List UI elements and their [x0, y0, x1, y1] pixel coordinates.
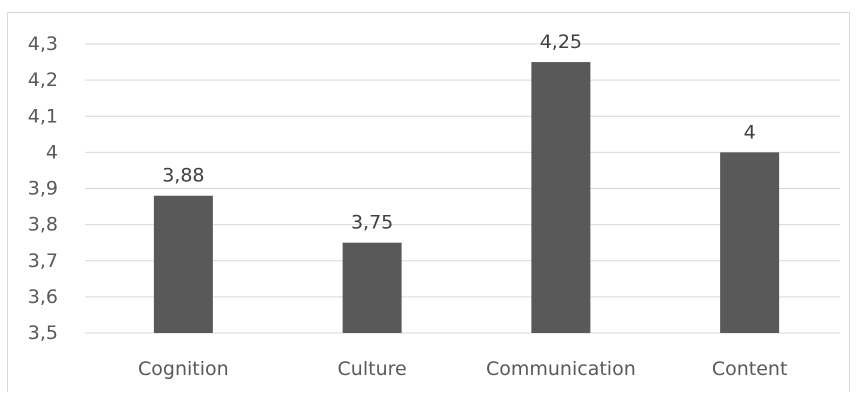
y-tick-label: 4,3 [28, 33, 58, 55]
y-tick-label: 3,7 [28, 250, 58, 272]
category-label-content: Content [712, 358, 788, 380]
data-label-culture: 3,75 [351, 212, 393, 234]
bar-culture [342, 242, 402, 333]
x-axis-category-labels: Cognition Culture Communication Content [138, 358, 787, 380]
data-label-content: 4 [744, 121, 756, 143]
y-tick-label: 4,1 [28, 105, 58, 127]
data-labels: 3,88 3,75 4,25 4 [162, 31, 755, 234]
y-axis-tick-labels: 3,5 3,6 3,7 3,8 3,9 4 4,1 4,2 4,3 [28, 33, 58, 344]
bar-communication [531, 62, 591, 333]
category-label-culture: Culture [338, 358, 407, 380]
category-label-communication: Communication [486, 358, 636, 380]
y-tick-label: 3,9 [28, 178, 58, 200]
bar-cognition [153, 195, 213, 333]
bars [153, 62, 780, 333]
y-tick-label: 4,2 [28, 69, 58, 91]
category-label-cognition: Cognition [138, 358, 229, 380]
y-tick-label: 3,6 [28, 286, 58, 308]
y-tick-label: 4 [46, 141, 58, 163]
y-tick-label: 3,5 [28, 322, 58, 344]
data-label-communication: 4,25 [540, 31, 582, 53]
data-label-cognition: 3,88 [162, 165, 204, 187]
chart-frame [7, 12, 850, 392]
y-tick-label: 3,8 [28, 214, 58, 236]
bar-content [720, 152, 780, 333]
